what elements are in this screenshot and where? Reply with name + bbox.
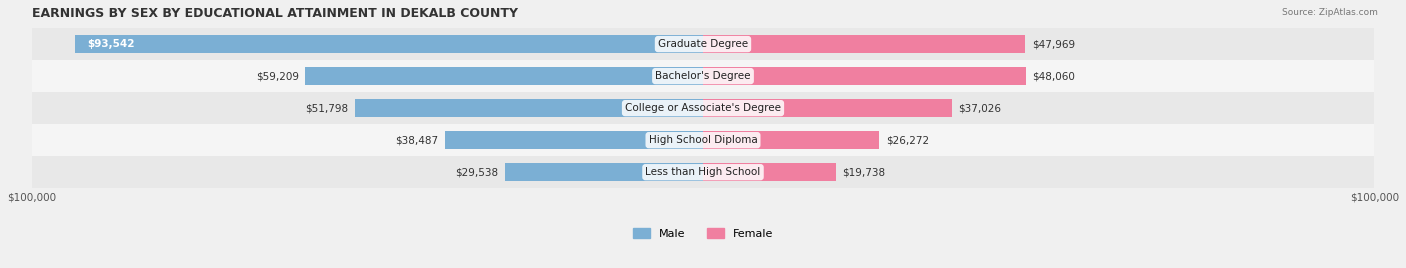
Bar [444,131,703,149]
Text: Less than High School: Less than High School [645,167,761,177]
Text: Bachelor's Degree: Bachelor's Degree [655,71,751,81]
Bar [703,35,1025,53]
Text: $37,026: $37,026 [959,103,1001,113]
Text: $51,798: $51,798 [305,103,349,113]
Bar [31,92,1375,124]
Bar [31,60,1375,92]
Text: $29,538: $29,538 [454,167,498,177]
Bar [305,67,703,85]
Text: $26,272: $26,272 [886,135,929,145]
Bar [75,35,703,53]
Legend: Male, Female: Male, Female [628,224,778,244]
Bar [31,156,1375,188]
Text: $19,738: $19,738 [842,167,886,177]
Bar [703,163,835,181]
Text: EARNINGS BY SEX BY EDUCATIONAL ATTAINMENT IN DEKALB COUNTY: EARNINGS BY SEX BY EDUCATIONAL ATTAINMEN… [31,7,517,20]
Text: $93,542: $93,542 [87,39,135,49]
Bar [356,99,703,117]
Text: High School Diploma: High School Diploma [648,135,758,145]
Text: College or Associate's Degree: College or Associate's Degree [626,103,780,113]
Text: Graduate Degree: Graduate Degree [658,39,748,49]
Text: $47,969: $47,969 [1032,39,1076,49]
Bar [505,163,703,181]
Text: Source: ZipAtlas.com: Source: ZipAtlas.com [1282,8,1378,17]
Text: $38,487: $38,487 [395,135,437,145]
Bar [703,67,1026,85]
Text: $59,209: $59,209 [256,71,298,81]
Text: $48,060: $48,060 [1032,71,1076,81]
Bar [703,99,952,117]
Bar [31,124,1375,156]
Bar [703,131,879,149]
Bar [31,28,1375,60]
